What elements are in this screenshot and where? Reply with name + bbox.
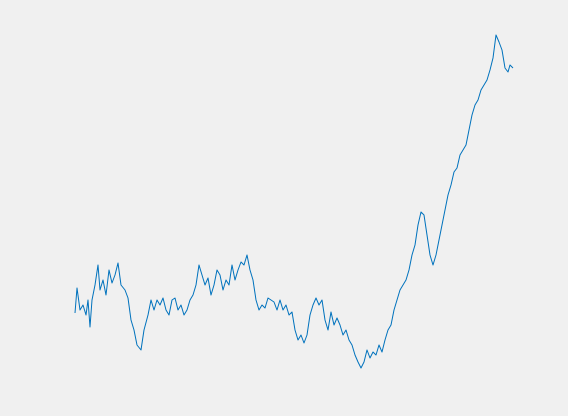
data-line: [74, 34, 514, 369]
